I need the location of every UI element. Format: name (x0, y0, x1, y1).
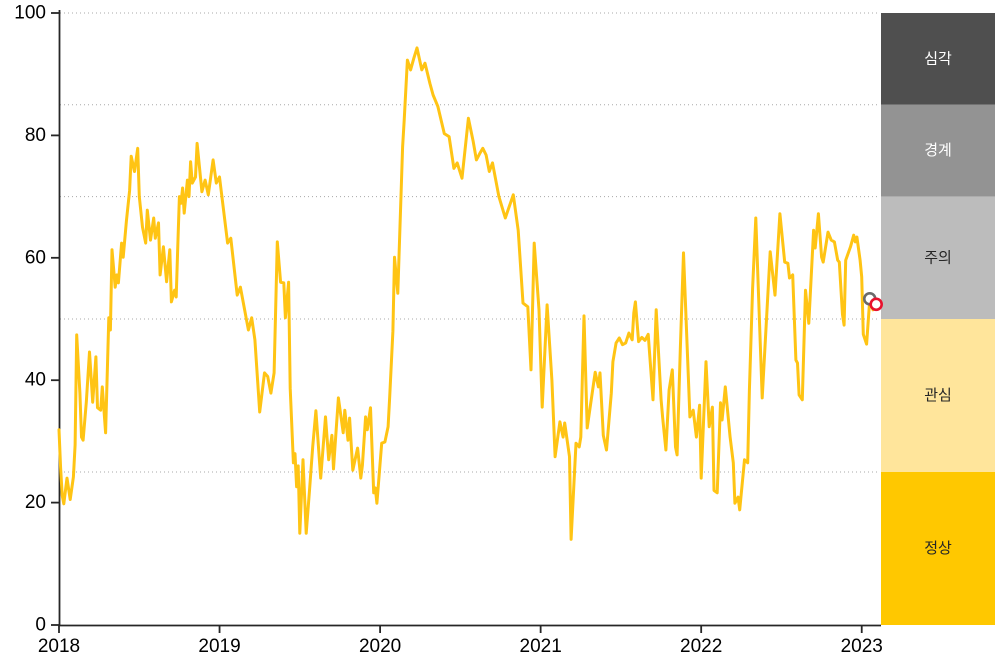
x-tick-label-2022: 2022 (680, 636, 722, 657)
x-tick-label-2020: 2020 (359, 636, 401, 657)
y-tick-label-100: 100 (14, 3, 46, 24)
index-line-series (57, 46, 878, 541)
y-tick-label-0: 0 (35, 615, 46, 636)
marker-1 (869, 297, 883, 312)
y-tick-label-60: 60 (25, 247, 46, 268)
band-label-2: 주의 (924, 249, 952, 266)
band-1 (881, 104, 995, 197)
axes (51, 10, 881, 633)
band-label-4: 정상 (924, 540, 952, 557)
x-tick-label-2023: 2023 (841, 636, 883, 657)
band-label-0: 심각 (924, 50, 952, 67)
band-4 (881, 472, 995, 625)
latest-value-markers (862, 292, 883, 312)
band-label-3: 관심 (924, 387, 952, 404)
x-axis-labels: 2018 2019 2020 2021 2022 2023 (38, 636, 883, 657)
band-2 (881, 196, 995, 319)
x-tick-label-2018: 2018 (38, 636, 80, 657)
y-axis-labels: 0 20 40 60 80 100 (14, 3, 46, 636)
band-3 (881, 319, 995, 472)
y-tick-label-20: 20 (25, 492, 46, 513)
x-tick-label-2021: 2021 (520, 636, 562, 657)
band-label-1: 경계 (924, 142, 952, 159)
x-tick-label-2019: 2019 (198, 636, 240, 657)
y-tick-label-80: 80 (25, 125, 46, 146)
band-0 (881, 13, 995, 105)
gridlines (60, 12, 879, 473)
series-line-0 (57, 46, 878, 541)
y-tick-label-40: 40 (25, 370, 46, 391)
